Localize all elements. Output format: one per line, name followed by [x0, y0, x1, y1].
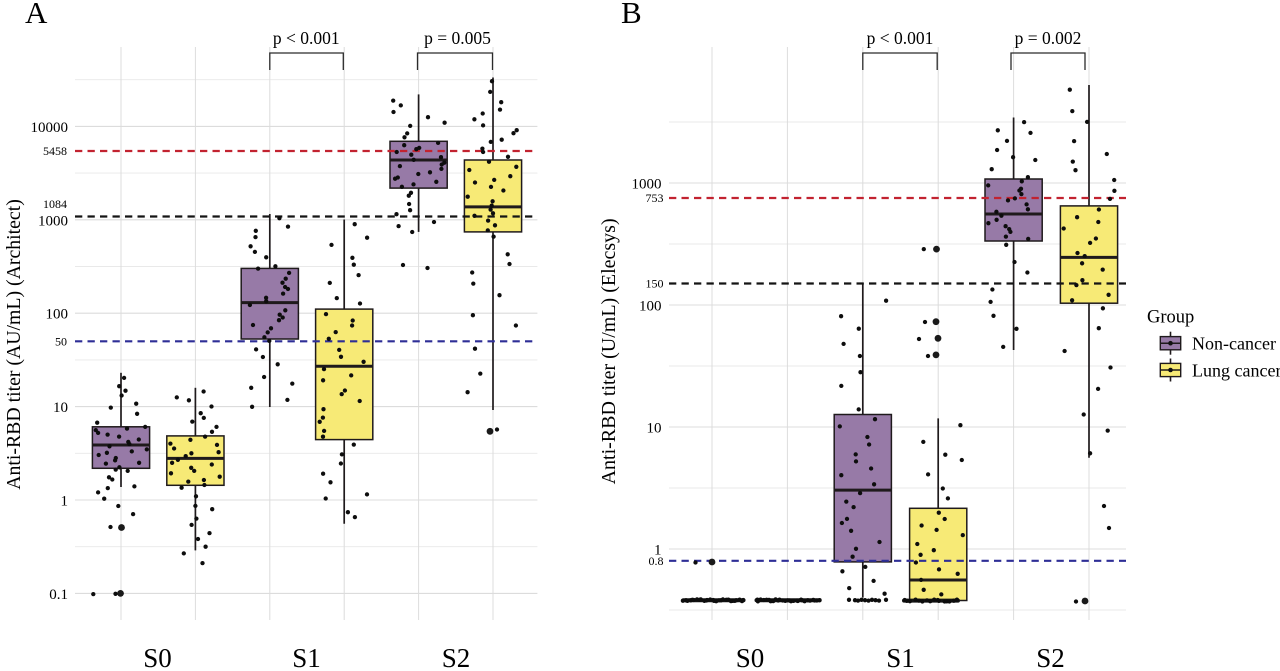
svg-text:Anti-RBD titer (U/mL) (Elecsys: Anti-RBD titer (U/mL) (Elecsys) [598, 218, 620, 484]
svg-text:A: A [25, 0, 48, 30]
svg-text:150: 150 [646, 277, 664, 291]
svg-text:S1: S1 [886, 643, 915, 671]
svg-text:0.1: 0.1 [49, 587, 68, 603]
svg-text:B: B [621, 0, 642, 30]
svg-text:p < 0.001: p < 0.001 [867, 28, 934, 48]
svg-text:p = 0.005: p = 0.005 [424, 28, 491, 48]
svg-text:10: 10 [647, 421, 662, 437]
svg-text:1084: 1084 [43, 197, 67, 211]
svg-text:1: 1 [654, 543, 662, 559]
svg-text:S0: S0 [736, 643, 765, 671]
svg-text:5458: 5458 [43, 144, 67, 158]
svg-text:p < 0.001: p < 0.001 [273, 28, 340, 48]
svg-text:S0: S0 [143, 643, 172, 671]
svg-text:Non-cancer: Non-cancer [1192, 334, 1276, 354]
svg-text:753: 753 [646, 191, 664, 205]
svg-text:Group: Group [1147, 308, 1194, 328]
svg-text:0.8: 0.8 [649, 554, 664, 568]
svg-text:S1: S1 [292, 643, 321, 671]
svg-text:50: 50 [55, 334, 67, 348]
svg-text:S2: S2 [442, 643, 471, 671]
svg-text:100: 100 [639, 299, 662, 315]
svg-text:p = 0.002: p = 0.002 [1015, 28, 1082, 48]
svg-text:Anti-RBD titer (AU/mL) (Archit: Anti-RBD titer (AU/mL) (Architect) [3, 199, 25, 490]
svg-text:10000: 10000 [31, 120, 69, 136]
svg-text:100: 100 [46, 307, 69, 323]
svg-text:1000: 1000 [38, 213, 68, 229]
svg-text:S2: S2 [1036, 643, 1065, 671]
svg-text:1: 1 [61, 494, 69, 510]
svg-text:1000: 1000 [632, 177, 662, 193]
svg-text:Lung cancer: Lung cancer [1192, 361, 1280, 381]
svg-text:10: 10 [53, 400, 68, 416]
